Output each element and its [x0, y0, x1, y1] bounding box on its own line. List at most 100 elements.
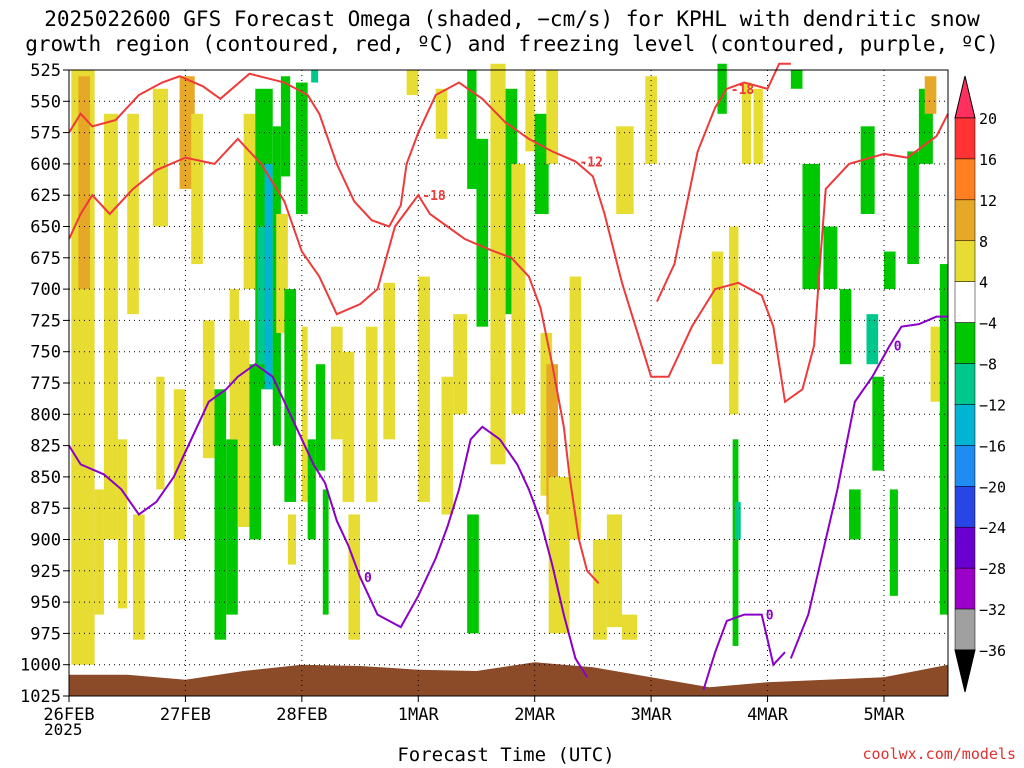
y-tick-label: 875: [30, 499, 61, 519]
colorbar-label: −24: [979, 519, 1006, 537]
omega-shade-cell: [226, 439, 238, 615]
y-tick-label: 950: [30, 593, 61, 613]
omega-shade-cell: [839, 289, 852, 365]
omega-shade-cell: [924, 76, 937, 114]
y-tick-label: 900: [30, 531, 61, 551]
colorbar-segment: [954, 240, 976, 282]
colorbar-segment: [954, 445, 976, 487]
omega-shade-cell: [849, 489, 861, 540]
omega-shade-cell: [152, 88, 168, 227]
omega-shade-cell: [546, 70, 558, 164]
omega-shade-cell: [257, 226, 265, 365]
omega-shade-cell: [860, 126, 875, 214]
terrain-surface: [69, 662, 948, 696]
x-axis-year-label: 2025: [44, 720, 83, 739]
y-tick-label: 825: [30, 437, 61, 457]
colorbar-label: −12: [979, 396, 1006, 414]
omega-shade-cell: [229, 289, 239, 440]
x-tick-label: 5MAR: [863, 705, 905, 725]
omega-shade-cell: [315, 364, 326, 471]
omega-shade-cell: [467, 514, 479, 634]
y-tick-label: 600: [30, 155, 61, 175]
omega-shade-cell: [866, 314, 879, 365]
omega-shade-cell: [823, 226, 838, 290]
omega-shade-cell: [939, 264, 948, 615]
omega-shade-cell: [133, 514, 145, 640]
omega-shade-cell: [342, 351, 355, 502]
omega-shade-cell: [732, 439, 739, 646]
omega-shade-cell: [872, 376, 884, 471]
dgz-contour: [656, 62, 791, 303]
colorbar-label: −4: [979, 315, 997, 333]
omega-shade-cell: [406, 70, 419, 96]
dgz-contour: [68, 137, 600, 585]
colorbar-label: 20: [979, 110, 997, 128]
omega-shade-cell: [711, 251, 724, 365]
omega-shade-cell: [156, 376, 165, 490]
y-tick-label: 725: [30, 311, 61, 331]
colorbar-segment: [954, 486, 976, 528]
y-tick-label: 1000: [20, 656, 61, 676]
colorbar-label: −28: [979, 560, 1006, 578]
colorbar-segment: [954, 404, 976, 446]
y-tick-label: 700: [30, 280, 61, 300]
colorbar-segment: [954, 117, 976, 160]
chart-title-line-2: growth region (contoured, red, ºC) and f…: [25, 32, 999, 56]
x-tick-label: 28FEB: [276, 705, 327, 725]
omega-shade-cell: [525, 70, 535, 152]
omega-shade-cell: [287, 514, 297, 565]
omega-shade-cell: [284, 289, 297, 502]
colorbar-label: 4: [979, 274, 988, 292]
colorbar-segment: [954, 158, 976, 201]
omega-shade-cell: [802, 163, 820, 290]
x-tick-label: 3MAR: [631, 705, 673, 725]
x-tick-label: 27FEB: [160, 705, 211, 725]
freezing-level-contour: [789, 315, 948, 659]
omega-shade-cell: [94, 489, 104, 615]
dgz-contour-label: -18: [731, 83, 755, 98]
omega-shade-cell: [348, 514, 361, 640]
omega-shade-cell: [264, 163, 273, 390]
y-tick-label: 775: [30, 374, 61, 394]
chart-title-line-1: 2025022600 GFS Forecast Omega (shaded, −…: [44, 7, 980, 31]
colorbar-label: −8: [979, 356, 997, 374]
colorbar-label: −32: [979, 601, 1006, 619]
colorbar-label: −16: [979, 437, 1006, 455]
omega-shade-cell: [467, 70, 477, 189]
omega-shade-cell: [889, 489, 898, 596]
omega-shade-cell: [237, 320, 250, 527]
colorbar-segment: [954, 363, 976, 405]
omega-shade-cell: [435, 88, 448, 139]
omega-shade-cell: [276, 213, 288, 333]
y-tick-label: 1025: [20, 687, 61, 707]
omega-shade-cell: [322, 489, 329, 615]
omega-shade-cell: [907, 151, 919, 265]
dgz-contour: [68, 72, 949, 404]
omega-shade-cell: [103, 113, 118, 540]
omega-shade-cell: [453, 314, 468, 415]
dgz-contour-label: -18: [422, 189, 446, 204]
omega-shade-cell: [592, 539, 607, 640]
omega-shade-cell: [616, 126, 634, 214]
omega-shade-cell: [365, 326, 378, 502]
colorbar-segment: [954, 199, 976, 242]
colorbar-label: 12: [979, 192, 997, 210]
freezing-level-contour-label: 0: [766, 609, 774, 624]
omega-shade-cell: [307, 439, 316, 540]
omega-shade-cell: [734, 501, 741, 540]
y-tick-label: 850: [30, 468, 61, 488]
freezing-level-contour: [68, 362, 588, 678]
omega-shade-cell: [330, 326, 343, 440]
x-axis-label: Forecast Time (UTC): [397, 744, 615, 766]
omega-shade-cell: [741, 82, 752, 164]
x-tick-label: 4MAR: [747, 705, 789, 725]
omega-shading: [71, 63, 948, 665]
omega-shade-cell: [441, 376, 454, 515]
omega-shade-cell: [214, 389, 227, 640]
colorbar-segment: [954, 322, 976, 364]
y-tick-label: 675: [30, 249, 61, 269]
y-tick-label: 925: [30, 562, 61, 582]
y-tick-label: 575: [30, 124, 61, 144]
omega-shade-cell: [179, 76, 195, 189]
x-tick-label: 1MAR: [398, 705, 440, 725]
